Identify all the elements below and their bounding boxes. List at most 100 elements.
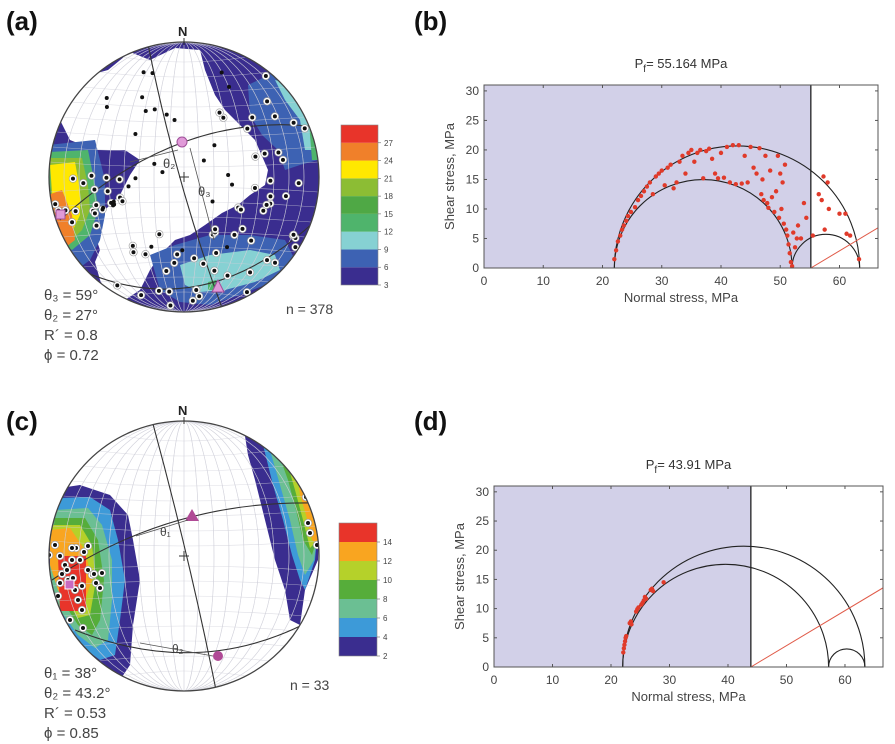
data-point xyxy=(695,150,700,156)
colorbar-tick-label: 4 xyxy=(383,633,388,642)
grid-parallel xyxy=(99,450,269,457)
pole-point xyxy=(104,104,109,109)
data-point xyxy=(638,193,644,199)
sigma3-marker-icon xyxy=(64,579,75,590)
grid-meridian xyxy=(168,42,200,312)
pole-point xyxy=(92,187,97,192)
pole-point xyxy=(236,205,241,210)
pole-point xyxy=(164,269,169,274)
theta3-label: θ₃ xyxy=(198,184,211,199)
pole-point xyxy=(109,200,114,205)
pole-point xyxy=(86,544,90,548)
data-point xyxy=(715,176,721,181)
data-point xyxy=(621,646,627,651)
sigma3-marker-icon xyxy=(55,209,66,220)
x-tick-label: 40 xyxy=(714,274,728,288)
pole-halo xyxy=(77,605,87,615)
data-point xyxy=(641,189,647,194)
contour-region xyxy=(275,80,318,150)
pole-point xyxy=(168,303,173,308)
colorbar-tick-label: 2 xyxy=(383,652,388,661)
data-point xyxy=(821,174,826,179)
pole-point xyxy=(73,209,78,214)
pole-point xyxy=(74,546,78,550)
colorbar-tick-label: 6 xyxy=(384,263,389,272)
pole-halo xyxy=(263,97,272,106)
grid-parallel xyxy=(63,495,305,502)
pole-point xyxy=(70,176,75,181)
pole-halo xyxy=(247,236,256,245)
data-point xyxy=(648,587,653,593)
pole-point xyxy=(214,250,219,255)
pole-halo xyxy=(70,585,80,595)
data-point xyxy=(628,619,634,624)
north-label-c: N xyxy=(178,403,188,418)
pole-point xyxy=(58,554,62,558)
data-point xyxy=(765,200,770,206)
grid-meridian xyxy=(63,421,305,691)
pole-point xyxy=(157,232,162,237)
title-p: P xyxy=(646,457,655,472)
data-point xyxy=(662,183,667,188)
pole-halo xyxy=(79,547,89,557)
pole-point xyxy=(111,203,116,208)
pole-halo xyxy=(250,183,260,193)
data-point xyxy=(633,609,639,614)
grid-parallel xyxy=(52,580,316,587)
grid-meridian xyxy=(108,42,260,312)
pole-point xyxy=(250,115,255,120)
sigma1-marker-icon xyxy=(185,509,199,521)
colorbar-segment xyxy=(341,125,378,143)
theta2-arrow xyxy=(139,642,214,657)
pole-point xyxy=(252,185,257,190)
data-point xyxy=(653,174,659,179)
data-point xyxy=(727,180,733,185)
pole-halo xyxy=(281,192,291,201)
data-point xyxy=(623,218,629,223)
data-point xyxy=(665,165,670,170)
pole-point xyxy=(104,175,109,180)
pole-point xyxy=(276,150,281,155)
pole-point xyxy=(130,243,135,248)
pole-point xyxy=(80,584,84,588)
y-tick-label: 20 xyxy=(466,143,480,157)
pole-halo xyxy=(278,155,288,164)
grid-meridian xyxy=(63,42,305,312)
pole-point xyxy=(308,531,312,535)
contour-region xyxy=(49,140,105,275)
pole-point xyxy=(172,260,177,265)
pole-point xyxy=(249,238,254,243)
pole-point xyxy=(152,107,157,112)
theta1-arrow xyxy=(135,519,189,537)
colorbar-tick-label: 18 xyxy=(384,192,393,201)
data-point xyxy=(736,143,741,148)
data-point xyxy=(754,171,759,176)
data-point xyxy=(795,223,801,228)
colorbar-tick-label: 8 xyxy=(383,595,388,604)
grid-parallel xyxy=(49,565,319,572)
pole-point xyxy=(213,227,218,232)
plot-contents xyxy=(621,545,883,667)
theta3-arrow xyxy=(189,147,215,241)
data-point xyxy=(778,171,783,176)
colorbar-segment xyxy=(339,523,377,542)
grid-parallel xyxy=(56,131,312,138)
pole-point xyxy=(78,558,82,562)
pole-point xyxy=(245,126,250,131)
pole-halo xyxy=(170,258,179,268)
colorbar-segment xyxy=(339,542,377,561)
pole-halo xyxy=(68,573,78,583)
pole-point xyxy=(253,154,258,159)
pole-point xyxy=(190,298,195,303)
pole-point xyxy=(149,244,154,249)
mohr-circle xyxy=(828,648,866,667)
pole-point xyxy=(118,195,123,200)
plot-contents xyxy=(612,143,878,268)
y-tick-label: 10 xyxy=(476,602,490,616)
pole-point xyxy=(296,181,301,186)
grid-parallel xyxy=(122,435,246,442)
failure-envelope-line xyxy=(810,227,878,268)
grid-meridian xyxy=(123,421,245,691)
grid-parallel xyxy=(122,56,246,63)
grid-meridian xyxy=(123,42,245,312)
